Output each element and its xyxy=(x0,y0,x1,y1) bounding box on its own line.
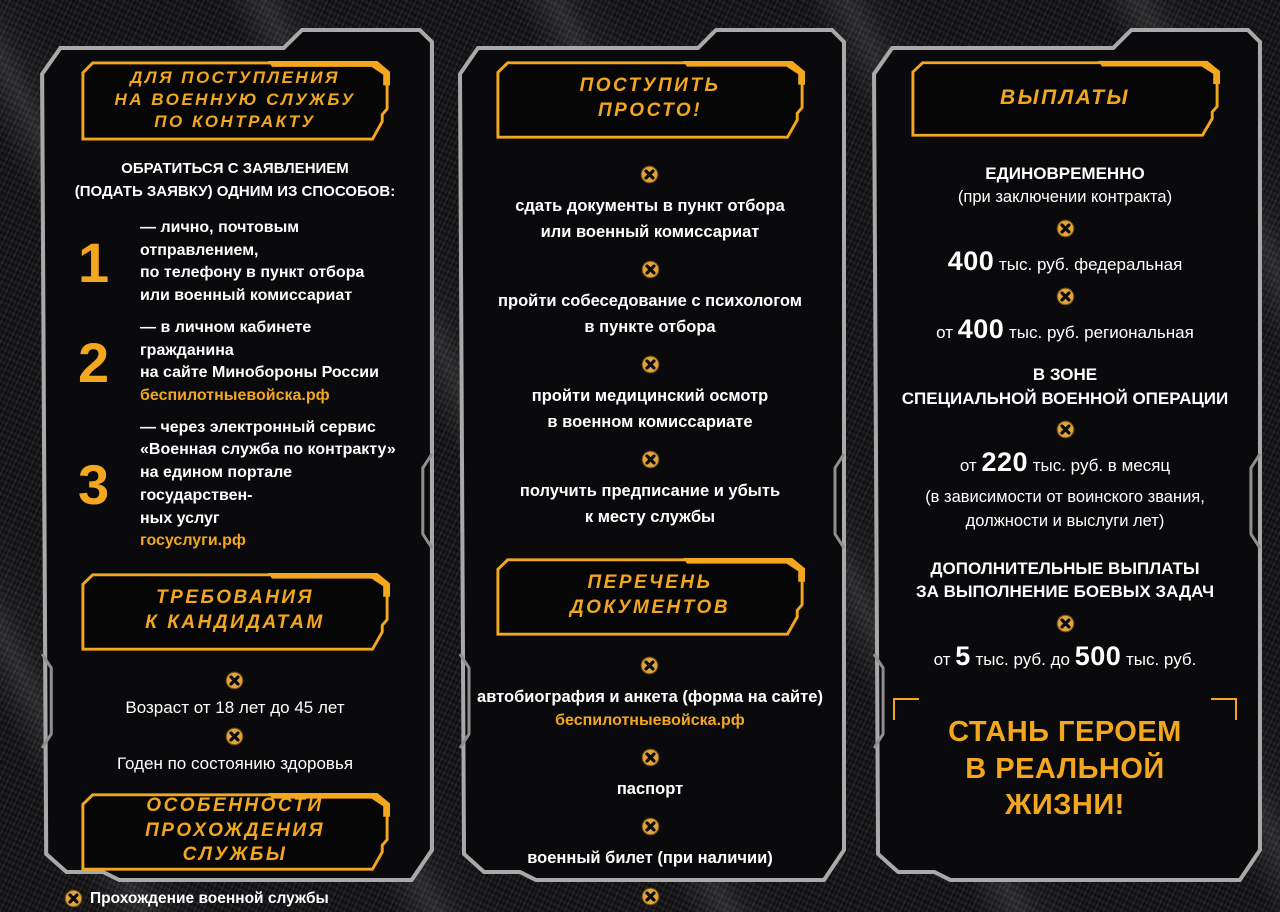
payment-text: тыс. руб. в месяц xyxy=(1028,456,1171,476)
list-item: Годен по состоянию здоровья xyxy=(116,726,354,774)
list-item: сдать документы в пункт отбора или военн… xyxy=(515,164,785,245)
website-url: беспилотныевойска.рф xyxy=(140,387,330,405)
website-url: беспилотныевойска.рф xyxy=(555,712,745,730)
list-item: военный билет (при наличии) xyxy=(527,816,773,872)
section-header-documents: ПЕРЕЧЕНЬ ДОКУМЕНТОВ xyxy=(494,556,806,637)
requirements-list: Возраст от 18 лет до 45 лет Годен по сос… xyxy=(117,662,353,774)
x-circle-icon xyxy=(640,164,660,185)
apply-methods-list: 1 — лично, почтовым отправлением, по тел… xyxy=(56,217,414,562)
feature-text: Прохождение военной службы исключитель- … xyxy=(90,890,329,908)
panel-enrollment-steps: ПОСТУПИТЬ ПРОСТО! сдать документы в пунк… xyxy=(452,14,848,907)
payment-amount: 400 xyxy=(957,313,1005,344)
method-number: 3 xyxy=(78,453,110,517)
enrollment-steps-list: сдать документы в пункт отбора или военн… xyxy=(474,150,826,531)
bracket-corner xyxy=(893,698,919,721)
x-circle-icon xyxy=(640,354,660,375)
section-header-payments: ВЫПЛАТЫ xyxy=(909,60,1221,138)
payment-amount: 5 xyxy=(955,641,971,672)
hero-callout: СТАНЬ ГЕРОЕМ В РЕАЛЬНОЙ ЖИЗНИ! xyxy=(893,698,1237,912)
method-number: 2 xyxy=(78,330,110,394)
regional-payment: от 400 тыс. руб. региональная xyxy=(936,314,1194,345)
x-circle-icon xyxy=(225,726,245,747)
section-title: ДЛЯ ПОСТУПЛЕНИЯ НА ВОЕННУЮ СЛУЖБУ ПО КОН… xyxy=(114,67,356,132)
x-circle-icon xyxy=(1055,286,1075,307)
svo-payment: от 220 тыс. руб. в месяц xyxy=(960,447,1170,478)
payment-amount: 220 xyxy=(981,447,1028,478)
list-item: паспорт xyxy=(616,747,684,803)
list-item: 3 — через электронный сервис «Военная сл… xyxy=(78,417,404,553)
x-circle-icon xyxy=(225,670,245,691)
lump-sum-title: ЕДИНОВРЕМЕННО xyxy=(985,164,1145,183)
svo-payment-note: (в зависимости от воинского звания, долж… xyxy=(925,488,1205,530)
section-header-how-to-apply: ДЛЯ ПОСТУПЛЕНИЯ НА ВОЕННУЮ СЛУЖБУ ПО КОН… xyxy=(79,60,391,142)
x-circle-icon xyxy=(640,449,660,470)
x-circle-icon xyxy=(640,259,660,280)
bonus-payment: от 5 тыс. руб. до 500 тыс. руб. xyxy=(934,641,1197,672)
x-circle-icon xyxy=(640,816,660,837)
payment-text: от xyxy=(933,650,956,670)
list-item: 2 — в личном кабинете гражданина на сайт… xyxy=(78,317,404,408)
step-text: пройти медицинский осмотр в военном коми… xyxy=(531,387,769,431)
step-text: сдать документы в пункт отбора или военн… xyxy=(515,197,785,241)
payment-text: тыс. руб. до xyxy=(970,650,1075,670)
section-header-requirements: ТРЕБОВАНИЯ К КАНДИДАТАМ xyxy=(79,572,391,652)
x-circle-icon xyxy=(640,655,660,675)
section-header-easy-to-enroll: ПОСТУПИТЬ ПРОСТО! xyxy=(494,60,806,140)
payment-amount: 400 xyxy=(947,245,995,276)
method-text: — лично, почтовым отправлением, по телеф… xyxy=(140,219,365,305)
payment-text: тыс. руб. федеральная xyxy=(994,254,1183,274)
service-features-list: Прохождение военной службы исключитель- … xyxy=(56,888,414,912)
panel-how-to-apply: ДЛЯ ПОСТУПЛЕНИЯ НА ВОЕННУЮ СЛУЖБУ ПО КОН… xyxy=(34,14,436,909)
method-text: — в личном кабинете гражданина на сайте … xyxy=(140,318,379,382)
x-circle-icon xyxy=(640,747,660,768)
requirement-text: Возраст от 18 лет до 45 лет xyxy=(125,698,345,718)
x-circle-icon xyxy=(1055,613,1075,634)
bracket-corner xyxy=(1211,698,1237,721)
list-item: получить предписание и убыть к месту слу… xyxy=(519,449,781,530)
x-circle-icon xyxy=(63,888,84,909)
apply-intro-text: ОБРАТИТЬСЯ С ЗАЯВЛЕНИЕМ (ПОДАТЬ ЗАЯВКУ) … xyxy=(74,160,396,200)
x-circle-icon xyxy=(1055,218,1075,239)
list-item: 1 — лично, почтовым отправлением, по тел… xyxy=(78,217,404,308)
payment-text: тыс. руб. xyxy=(1121,650,1197,670)
section-title: ТРЕБОВАНИЯ К КАНДИДАТАМ xyxy=(145,587,325,634)
payment-amount: 500 xyxy=(1074,641,1122,672)
list-item: свидетельства о браке и рождении детей (… xyxy=(474,886,826,912)
list-item: пройти медицинский осмотр в военном коми… xyxy=(531,354,769,435)
list-item: Возраст от 18 лет до 45 лет xyxy=(125,670,345,718)
documents-list: автобиография и анкета (форма на сайте) … xyxy=(474,641,826,912)
document-text: паспорт xyxy=(616,779,684,798)
step-text: получить предписание и убыть к месту слу… xyxy=(519,482,781,526)
section-header-service-features: ОСОБЕННОСТИ ПРОХОЖДЕНИЯ СЛУЖБЫ xyxy=(79,792,391,872)
step-text: пройти собеседование с психологом в пунк… xyxy=(498,292,802,336)
panel-payments: ВЫПЛАТЫ ЕДИНОВРЕМЕННО (при заключении ко… xyxy=(866,14,1264,894)
section-title: ВЫПЛАТЫ xyxy=(999,86,1131,110)
requirement-text: Годен по состоянию здоровья xyxy=(116,754,354,774)
x-circle-icon xyxy=(640,886,660,907)
federal-payment: 400 тыс. руб. федеральная xyxy=(948,246,1183,277)
method-text: — через электронный сервис «Военная служ… xyxy=(140,418,396,527)
payment-text: от xyxy=(959,456,982,476)
payment-text: тыс. руб. региональная xyxy=(1004,322,1194,342)
list-item: Прохождение военной службы исключитель- … xyxy=(63,888,410,912)
section-title: ОСОБЕННОСТИ ПРОХОЖДЕНИЯ СЛУЖБЫ xyxy=(145,795,325,866)
x-circle-icon xyxy=(1055,420,1075,440)
section-title: ПОСТУПИТЬ ПРОСТО! xyxy=(579,75,721,121)
svo-zone-title: В ЗОНЕ СПЕЦИАЛЬНОЙ ВОЕННОЙ ОПЕРАЦИИ xyxy=(901,364,1229,408)
payment-text: от xyxy=(936,322,958,342)
section-title: ПЕРЕЧЕНЬ ДОКУМЕНТОВ xyxy=(569,571,731,618)
method-number: 1 xyxy=(78,230,110,294)
bonus-payments-title: ДОПОЛНИТЕЛЬНЫЕ ВЫПЛАТЫ ЗА ВЫПОЛНЕНИЕ БОЕ… xyxy=(915,558,1215,602)
document-text: военный билет (при наличии) xyxy=(527,849,773,868)
website-url: госуслуги.рф xyxy=(140,532,246,550)
list-item: автобиография и анкета (форма на сайте) … xyxy=(477,655,823,733)
document-text: автобиография и анкета (форма на сайте) xyxy=(477,687,823,706)
list-item: пройти собеседование с психологом в пунк… xyxy=(498,259,802,340)
lump-sum-subtitle: (при заключении контракта) xyxy=(957,187,1173,206)
